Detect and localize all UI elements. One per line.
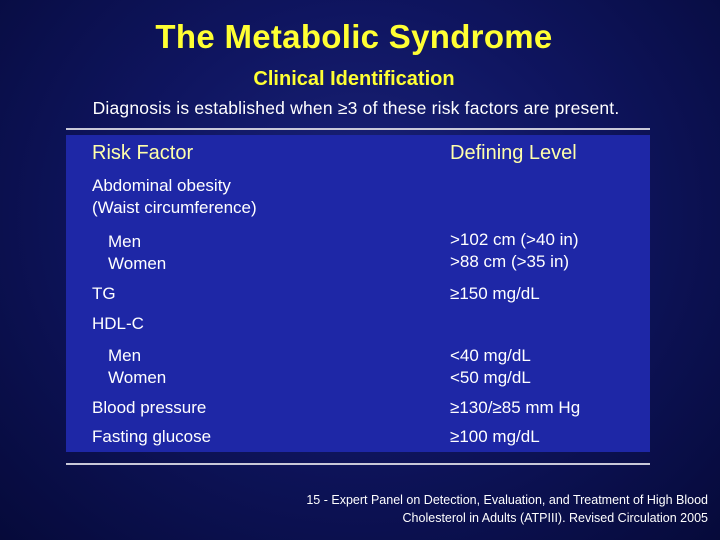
row-bp-label: Blood pressure [92,398,207,417]
row-glucose-value: ≥100 mg/dL [450,427,540,446]
row-abdominal-sublabel: (Waist circumference) [92,198,257,217]
row-tg-label: TG [92,284,116,303]
citation-footnote: 15 - Expert Panel on Detection, Evaluati… [250,491,708,527]
row-waist-women-label: Women [108,254,167,273]
header-risk-factor: Risk Factor [92,142,194,164]
top-divider [66,128,650,130]
row-hdl-label: HDL-C [92,314,144,333]
slide-subtitle: Clinical Identification [253,68,455,90]
footnote-line-1: 15 - Expert Panel on Detection, Evaluati… [306,493,708,507]
row-hdl-women-value: <50 mg/dL [450,368,531,387]
row-hdl-men-label: Men [108,346,142,365]
intro-text: Diagnosis is established when ≥3 of thes… [92,98,620,118]
slide-title: The Metabolic Syndrome [155,18,553,55]
row-hdl-women-label: Women [108,368,167,387]
row-tg-value: ≥150 mg/dL [450,284,540,303]
bottom-divider [66,463,650,465]
row-glucose-label: Fasting glucose [92,427,212,446]
row-hdl-men-value: <40 mg/dL [450,346,531,365]
header-defining-level: Defining Level [450,142,577,164]
row-bp-value: ≥130/≥85 mm Hg [450,398,581,417]
row-waist-women-value: >88 cm (>35 in) [450,252,570,271]
row-waist-men-label: Men [108,232,142,251]
row-abdominal-label: Abdominal obesity [92,176,231,195]
row-waist-men-value: >102 cm (>40 in) [450,230,579,249]
footnote-line-2: Cholesterol in Adults (ATPIII). Revised … [402,511,708,525]
criteria-table [66,135,650,452]
